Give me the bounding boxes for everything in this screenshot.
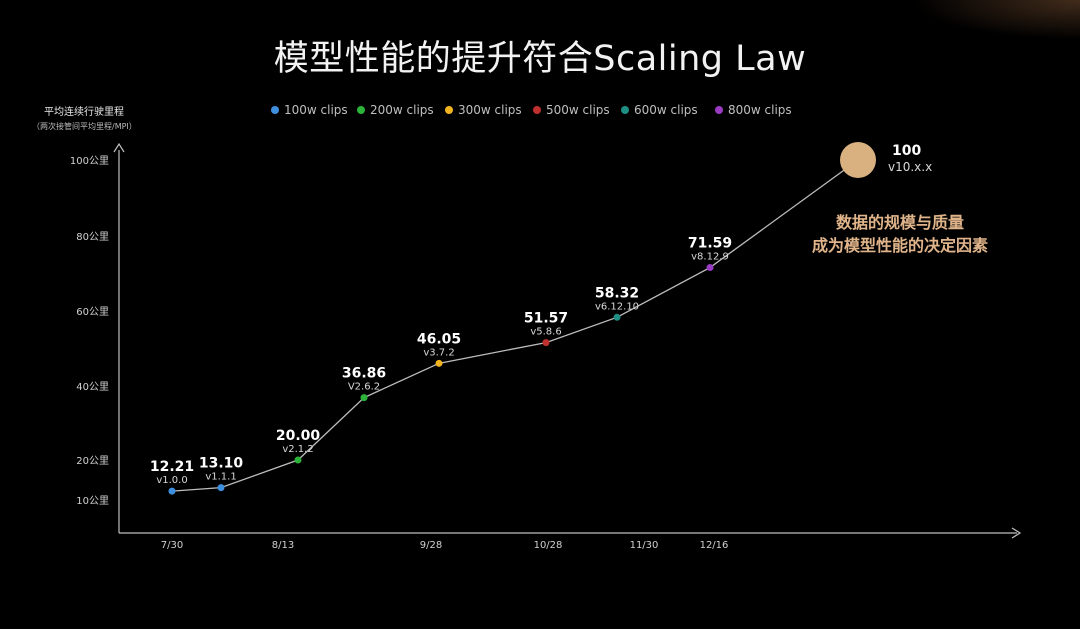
x-tick-label: 12/16 bbox=[700, 540, 729, 551]
x-axis-arrow-icon bbox=[1011, 527, 1022, 539]
point-marker bbox=[217, 484, 225, 492]
chart-title: 模型性能的提升符合Scaling Law bbox=[273, 39, 807, 79]
legend-item-300w: 300w clips bbox=[445, 103, 522, 117]
points bbox=[168, 142, 876, 495]
legend-item-800w: 800w clips bbox=[715, 103, 792, 117]
legend-dot-200w bbox=[357, 105, 365, 114]
y-ticks: 10公里 20公里 40公里 60公里 80公里 100公里 bbox=[70, 155, 109, 507]
point-value-label: 12.21 bbox=[150, 459, 194, 475]
x-tick-label: 7/30 bbox=[161, 540, 183, 551]
y-axis-title: 平均连续行驶里程 bbox=[44, 107, 124, 118]
legend-dot-300w bbox=[445, 105, 453, 114]
point-marker bbox=[435, 359, 443, 367]
legend-label: 100w clips bbox=[284, 103, 348, 117]
legend-dot-100w bbox=[271, 105, 279, 114]
point-value-label: 20.00 bbox=[276, 428, 321, 444]
point-value-label: 58.32 bbox=[595, 285, 639, 301]
annotation-line-1: 数据的规模与质量 bbox=[835, 213, 964, 232]
point-version-label: v1.1.1 bbox=[205, 472, 236, 483]
legend-item-600w: 600w clips bbox=[621, 103, 698, 117]
y-tick-label: 100公里 bbox=[70, 155, 109, 167]
point-version-label: V2.6.2 bbox=[348, 382, 380, 393]
axes bbox=[113, 142, 1022, 539]
point-version-label: v2.1.2 bbox=[282, 444, 313, 455]
point-value-label: 13.10 bbox=[199, 456, 244, 472]
y-tick-label: 80公里 bbox=[76, 231, 109, 243]
legend-label: 600w clips bbox=[634, 103, 698, 117]
point-value-label: 71.59 bbox=[688, 236, 732, 252]
y-axis-arrow-icon bbox=[113, 142, 125, 153]
legend-dot-500w bbox=[533, 105, 541, 114]
x-tick-label: 11/30 bbox=[630, 540, 659, 551]
point-value-label: 46.05 bbox=[417, 331, 461, 347]
y-axis-subtitle: （两次接管间平均里程/MPI） bbox=[32, 122, 137, 131]
y-tick-label: 10公里 bbox=[76, 495, 109, 507]
point-version-label: v1.0.0 bbox=[156, 475, 187, 486]
point-marker bbox=[613, 313, 621, 321]
point-marker bbox=[706, 264, 714, 272]
legend-item-500w: 500w clips bbox=[533, 103, 610, 117]
point-value-label: 100 bbox=[892, 143, 921, 159]
legend-dot-800w bbox=[715, 105, 723, 114]
legend-label: 500w clips bbox=[546, 103, 610, 117]
annotation-line-2: 成为模型性能的决定因素 bbox=[811, 236, 988, 255]
point-value-label: 51.57 bbox=[524, 311, 568, 327]
point-version-label: v8.12.9 bbox=[691, 252, 729, 263]
point-marker bbox=[542, 339, 550, 347]
y-tick-label: 60公里 bbox=[76, 306, 109, 318]
corner-glow bbox=[910, 0, 1080, 40]
point-marker bbox=[360, 394, 368, 402]
point-version-label: v10.x.x bbox=[888, 160, 932, 174]
point-version-label: v6.12.10 bbox=[595, 301, 639, 312]
x-tick-label: 10/28 bbox=[534, 540, 563, 551]
x-tick-label: 8/13 bbox=[272, 540, 294, 551]
legend-label: 200w clips bbox=[370, 103, 434, 117]
point-marker bbox=[168, 487, 176, 495]
y-tick-label: 20公里 bbox=[76, 455, 109, 467]
legend-dot-600w bbox=[621, 105, 629, 114]
y-tick-label: 40公里 bbox=[76, 381, 109, 393]
point-marker bbox=[294, 456, 302, 464]
legend-item-100w: 100w clips bbox=[271, 103, 348, 117]
legend-item-200w: 200w clips bbox=[357, 103, 434, 117]
legend-label: 300w clips bbox=[458, 103, 522, 117]
projected-point-marker bbox=[840, 142, 876, 178]
point-value-label: 36.86 bbox=[342, 366, 386, 382]
point-version-label: v5.8.6 bbox=[530, 327, 561, 338]
annotation: 数据的规模与质量 成为模型性能的决定因素 bbox=[770, 211, 1030, 257]
x-ticks: 7/30 8/13 9/28 10/28 11/30 12/16 bbox=[161, 540, 729, 551]
point-version-label: v3.7.2 bbox=[423, 347, 454, 358]
legend-label: 800w clips bbox=[728, 103, 792, 117]
x-tick-label: 9/28 bbox=[420, 540, 442, 551]
